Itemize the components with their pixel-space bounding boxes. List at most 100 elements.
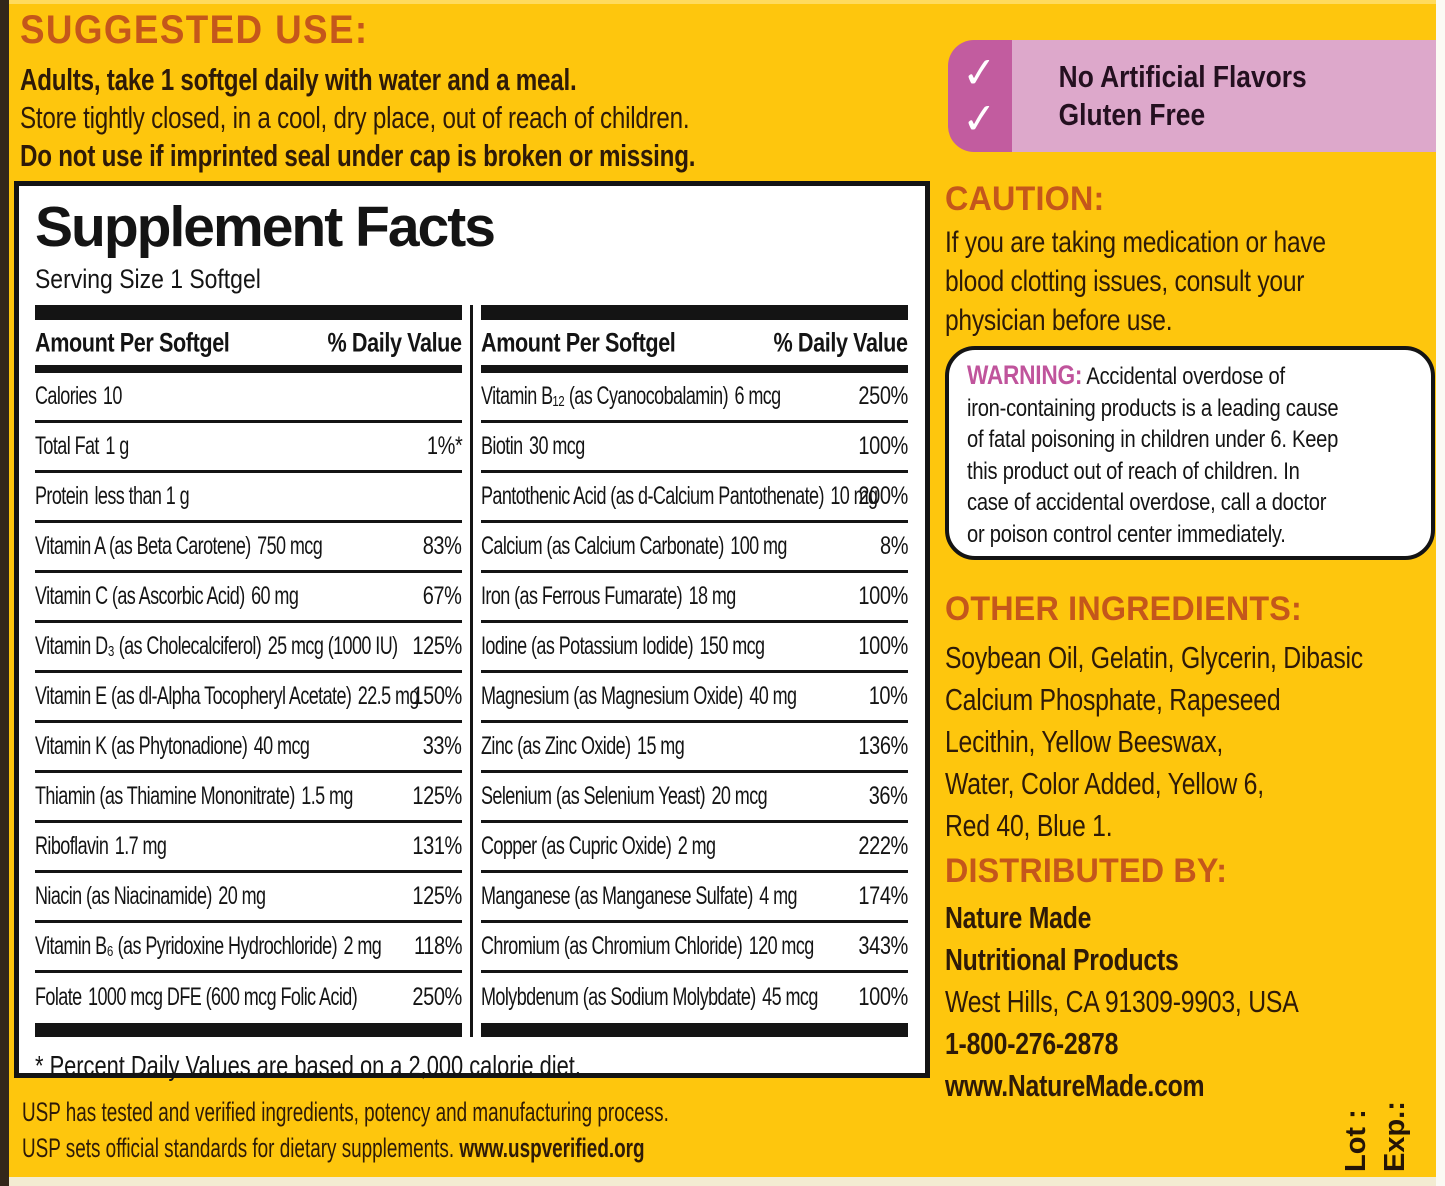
nutrient-amount: 40 mcg	[253, 731, 310, 760]
usp-line: USP sets official standards for dietary …	[22, 1133, 645, 1163]
nutrient-dv: 1%*	[426, 431, 463, 460]
photo-edge-left	[0, 0, 9, 1186]
nutrient-label: Zinc (as Zinc Oxide)	[481, 731, 631, 760]
nutrient-amount: 15 mg	[637, 731, 685, 760]
header-amount: Amount Per Softgel	[481, 327, 676, 357]
usp-line: USP has tested and verified ingredients,…	[22, 1097, 669, 1127]
nutrient-amount: 1.5 mg	[301, 781, 353, 810]
daily-value-footnote: * Percent Daily Values are based on a 2,…	[35, 1050, 581, 1081]
caution-line: blood clotting issues, consult your	[945, 265, 1305, 298]
warning-line: iron-containing products is a leading ca…	[967, 394, 1339, 422]
nutrient-dv: 100%	[858, 631, 908, 660]
nutrient-dv: 67%	[423, 581, 462, 610]
nutrient-dv: 250%	[412, 982, 462, 1011]
warning-label: WARNING:	[967, 360, 1083, 390]
column-header: Amount Per Softgel % Daily Value	[35, 320, 462, 365]
suggested-use-line: Store tightly closed, in a cool, dry pla…	[20, 100, 690, 135]
nutrient-dv: 222%	[858, 831, 908, 860]
nutrient-label: Vitamin E (as dl-Alpha Tocopheryl Acetat…	[35, 681, 352, 710]
nutrient-amount: 1000 mcg DFE (600 mcg Folic Acid)	[88, 982, 358, 1011]
nutrient-amount: 2 mg	[677, 831, 716, 860]
other-ingredients-heading: OTHER INGREDIENTS:	[945, 590, 1302, 628]
warning-line: WARNING: Accidental overdose of	[967, 360, 1285, 390]
lot-exp-block: Lot : Exp.:	[1340, 1032, 1412, 1172]
nutrient-amount: 40 mg	[749, 681, 797, 710]
table-row: Iodine (as Potassium Iodide) 150 mcg 100%	[481, 623, 908, 673]
distributor-website: www.NatureMade.com	[945, 1068, 1205, 1103]
ingredient-line: Lecithin, Yellow Beeswax,	[945, 724, 1224, 759]
nutrient-label: Niacin (as Niacinamide)	[35, 881, 212, 910]
nutrient-label: Folate	[35, 982, 82, 1011]
nutrient-label: Iron (as Ferrous Fumarate)	[481, 581, 683, 610]
table-row: Riboflavin 1.7 mg 131%	[35, 823, 462, 873]
caution-section: CAUTION: If you are taking medication or…	[945, 180, 1440, 340]
table-row: Total Fat 1 g 1%*	[35, 423, 462, 473]
nutrient-label: Calories	[35, 381, 97, 410]
nutrient-dv: 100%	[858, 581, 908, 610]
nutrient-label: Vitamin B₁₂ (as Cyanocobalamin)	[481, 381, 729, 410]
check-icon: ✓	[960, 47, 1000, 98]
claims-badge: ✓ ✓ No Artificial Flavors Gluten Free	[948, 40, 1437, 152]
nutrient-label: Pantothenic Acid (as d-Calcium Pantothen…	[481, 481, 824, 510]
nutrient-label: Calcium (as Calcium Carbonate)	[481, 531, 724, 560]
nutrient-label: Protein	[35, 481, 89, 510]
nutrient-dv: 343%	[858, 931, 908, 960]
table-row: Niacin (as Niacinamide) 20 mg 125%	[35, 873, 462, 923]
nutrient-dv: 174%	[858, 881, 908, 910]
exp-label: Exp.:	[1379, 1101, 1411, 1172]
suggested-use-line: Adults, take 1 softgel daily with water …	[20, 62, 577, 97]
nutrient-amount: 6 mcg	[734, 381, 781, 410]
nutrient-dv: 250%	[858, 381, 908, 410]
photo-edge-right	[1436, 0, 1445, 1186]
nutrient-amount: 1.7 mg	[114, 831, 167, 860]
badge-check-column: ✓ ✓	[948, 40, 1012, 152]
other-ingredients-section: OTHER INGREDIENTS: Soybean Oil, Gelatin,…	[945, 590, 1445, 847]
table-row: Vitamin E (as dl-Alpha Tocopheryl Acetat…	[35, 673, 462, 723]
nutrient-label: Riboflavin	[35, 831, 109, 860]
nutrient-label: Vitamin C (as Ascorbic Acid)	[35, 581, 245, 610]
table-row: Selenium (as Selenium Yeast) 20 mcg 36%	[481, 773, 908, 823]
suggested-use-section: SUGGESTED USE: Adults, take 1 softgel da…	[20, 8, 932, 175]
distributed-by-heading: DISTRIBUTED BY:	[945, 852, 1228, 890]
distributor-name: Nutritional Products	[945, 942, 1179, 977]
divider-bar	[35, 1023, 462, 1037]
usp-link: www.uspverified.org	[459, 1133, 645, 1163]
nutrient-label: Molybdenum (as Sodium Molybdate)	[481, 982, 756, 1011]
nutrient-amount: 150 mcg	[699, 631, 765, 660]
warning-line: this product out of reach of children. I…	[967, 457, 1300, 485]
nutrient-amount: 20 mcg	[711, 781, 768, 810]
nutrient-amount: 750 mcg	[257, 531, 323, 560]
nutrient-label: Vitamin A (as Beta Carotene)	[35, 531, 251, 560]
nutrient-label: Biotin	[481, 431, 523, 460]
nutrient-label: Chromium (as Chromium Chloride)	[481, 931, 743, 960]
nutrient-label: Vitamin D₃ (as Cholecalciferol)	[35, 631, 262, 660]
nutrient-amount: 60 mg	[251, 581, 299, 610]
nutrient-label: Iodine (as Potassium Iodide)	[481, 631, 694, 660]
divider-bar	[35, 305, 462, 320]
facts-column-left: Amount Per Softgel % Daily Value Calorie…	[35, 305, 462, 1037]
nutrient-dv: 36%	[869, 781, 908, 810]
distributed-by-section: DISTRIBUTED BY: Nature Made Nutritional …	[945, 852, 1445, 1107]
iron-warning-box: WARNING: Accidental overdose of iron-con…	[945, 346, 1435, 560]
nutrient-amount: 45 mcg	[762, 982, 818, 1011]
table-row: Vitamin K (as Phytonadione) 40 mcg 33%	[35, 723, 462, 773]
divider-bar	[481, 1023, 908, 1037]
nutrient-dv: 118%	[413, 931, 462, 960]
nutrient-amount: 2 mg	[343, 931, 382, 960]
nutrient-amount: 10 mg	[830, 481, 878, 510]
nutrient-amount: 20 mg	[218, 881, 266, 910]
distributor-address: West Hills, CA 91309-9903, USA	[945, 984, 1299, 1019]
table-row: Protein less than 1 g	[35, 473, 462, 523]
nutrient-label: Total Fat	[35, 431, 99, 460]
nutrient-dv: 125%	[412, 881, 462, 910]
divider-bar	[481, 365, 908, 373]
suggested-use-heading: SUGGESTED USE:	[20, 8, 369, 52]
nutrient-label: Selenium (as Selenium Yeast)	[481, 781, 706, 810]
warning-line: case of accidental overdose, call a doct…	[967, 489, 1327, 516]
table-row: Thiamin (as Thiamine Mononitrate) 1.5 mg 1…	[35, 773, 462, 823]
nutrient-amount: 22.5 mg	[357, 681, 420, 710]
table-row: Vitamin D₃ (as Cholecalciferol) 25 mcg (1…	[35, 623, 462, 673]
suggested-use-line: Do not use if imprinted seal under cap i…	[20, 138, 696, 173]
ingredient-line: Red 40, Blue 1.	[945, 808, 1113, 843]
facts-column-right: Amount Per Softgel % Daily Value Vitamin…	[481, 305, 908, 1037]
